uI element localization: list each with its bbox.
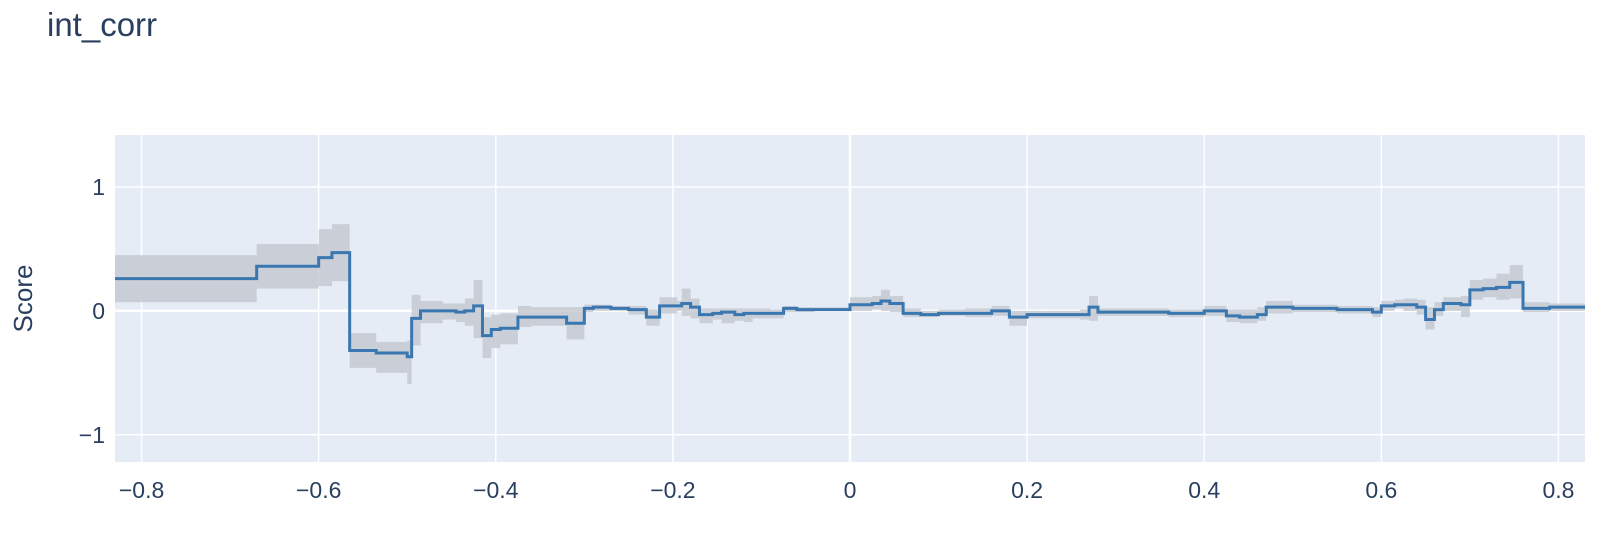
x-tick-label: 0.6 — [1365, 477, 1397, 503]
band-segment — [376, 341, 408, 373]
band-segment — [482, 317, 492, 358]
x-tick-label: −0.8 — [119, 477, 164, 503]
band-segment — [407, 340, 412, 384]
x-tick-label: 0.8 — [1542, 477, 1574, 503]
band-segment — [411, 294, 421, 346]
x-tick-label: −0.4 — [473, 477, 519, 503]
y-axis-ticks: −1 0 1 — [79, 174, 105, 448]
band-segment — [1461, 296, 1470, 318]
band-segment — [743, 308, 753, 323]
score-line — [115, 251, 1585, 359]
chart-title: int_corr — [47, 6, 158, 43]
x-tick-label: −0.2 — [650, 477, 695, 503]
x-tick-label: 0.4 — [1188, 477, 1220, 503]
x-axis-ticks: −0.8 −0.6 −0.4 −0.2 0 0.2 0.4 0.6 0.8 — [119, 477, 1575, 503]
score-step-line — [115, 251, 1585, 359]
x-tick-label: 0 — [844, 477, 857, 503]
y-axis-title: Score — [8, 265, 38, 333]
y-tick-label: 1 — [92, 174, 105, 200]
y-tick-label: 0 — [92, 298, 105, 324]
band-segment — [473, 279, 483, 339]
y-tick-label: −1 — [79, 422, 105, 448]
band-segment — [491, 314, 501, 349]
x-tick-label: 0.2 — [1011, 477, 1043, 503]
x-tick-label: −0.6 — [296, 477, 341, 503]
